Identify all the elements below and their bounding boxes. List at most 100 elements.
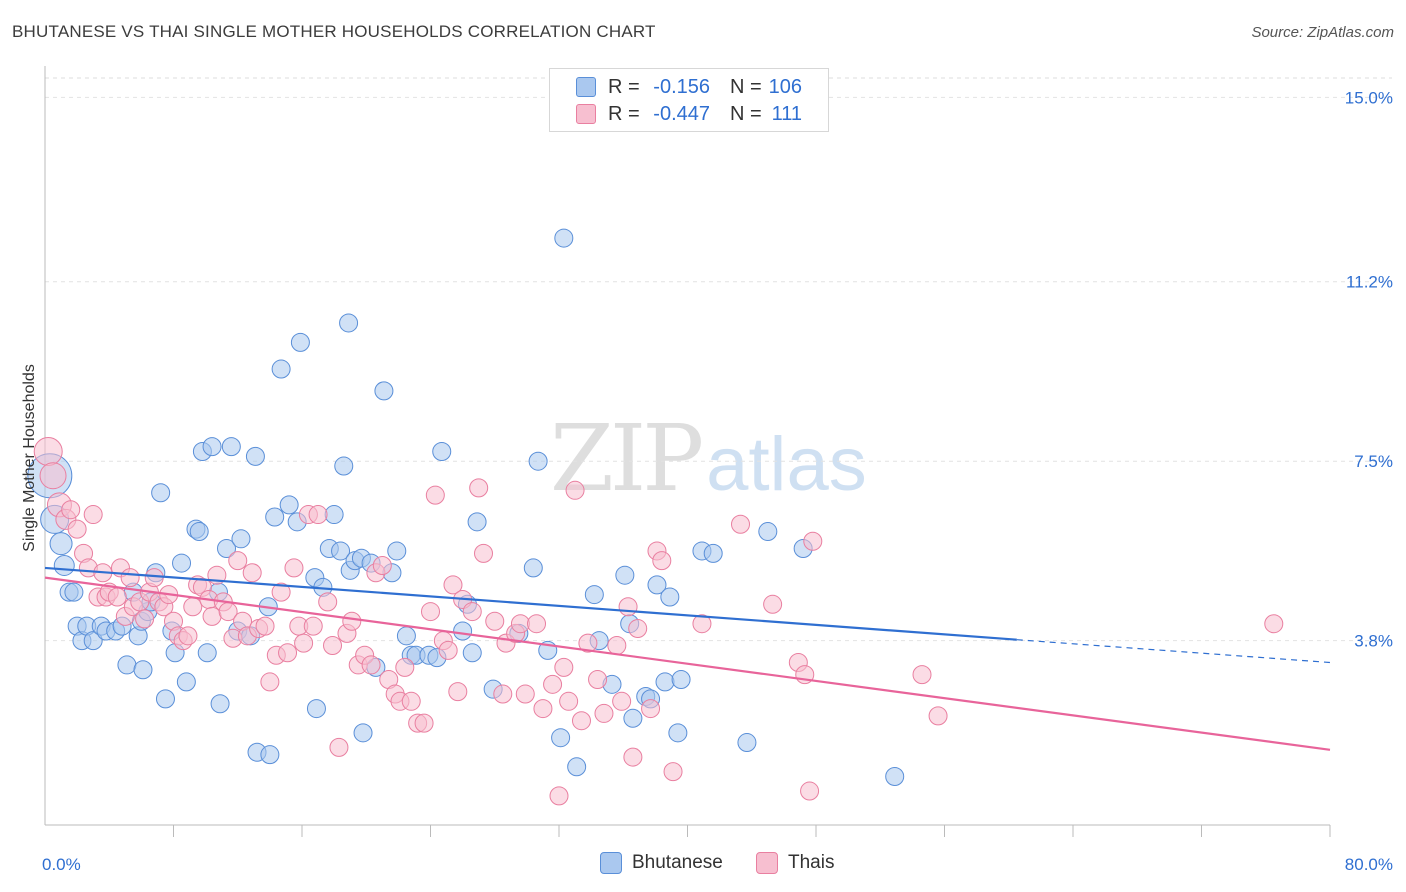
thais-point (543, 674, 563, 694)
thais-point (554, 657, 574, 677)
bhutanese-point (374, 381, 394, 401)
thais-point (178, 626, 198, 646)
n-value: 106 (768, 75, 802, 98)
bhutanese-point (467, 512, 487, 532)
thais-point (549, 786, 569, 806)
bhutanese-point (567, 757, 587, 777)
bhutanese-point (655, 672, 675, 692)
tick-labels: 3.8% 7.5% 11.2% 15.0% 0.0% 80.0% (42, 88, 1393, 874)
bhutanese-trend-line (44, 566, 1017, 641)
thais-point (414, 713, 434, 733)
r-label: R = (608, 102, 640, 125)
bhutanese-point (331, 541, 351, 561)
bhutanese-point (279, 495, 299, 515)
bhutanese-point (462, 643, 482, 663)
thais-point (559, 691, 579, 711)
bhutanese-point (210, 694, 230, 714)
legend-item-bhutanese[interactable]: Bhutanese (600, 852, 723, 874)
bhutanese-point (133, 660, 153, 680)
thais-point (588, 669, 608, 689)
bhutanese-point (647, 575, 667, 595)
thais-point (493, 684, 513, 704)
thais-point (565, 480, 585, 500)
thais-point (618, 597, 638, 617)
r-value: -0.447 (653, 102, 710, 125)
bhutanese-point (172, 553, 192, 573)
legend-label: Thais (788, 852, 835, 873)
thais-point (510, 614, 530, 634)
stats-row-bhutanese: R = -0.156 N = 106 (550, 75, 828, 99)
thais-point (260, 672, 280, 692)
thais-point (469, 478, 489, 498)
bhutanese-point (324, 505, 344, 525)
thais-point (485, 611, 505, 631)
thais-point (323, 636, 343, 656)
thais-point (663, 762, 683, 782)
thais-point (284, 558, 304, 578)
thais-point (202, 606, 222, 626)
bhutanese-point (885, 766, 905, 786)
thais-point (303, 616, 323, 636)
source-credit: Source: ZipAtlas.com (1251, 24, 1394, 41)
bhutanese-point (584, 585, 604, 605)
x-tick-label: 80.0% (1345, 855, 1393, 874)
thais-point (912, 665, 932, 685)
bhutanese-point (523, 558, 543, 578)
n-value: 111 (771, 102, 802, 125)
thais-point (800, 781, 820, 801)
thais-point (425, 485, 445, 505)
y-tick-label: 7.5% (1354, 452, 1393, 471)
thais-swatch (576, 104, 596, 124)
bhutanese-point (615, 565, 635, 585)
thais-point (448, 682, 468, 702)
thais-point (628, 619, 648, 639)
y-tick-label: 15.0% (1345, 88, 1393, 107)
legend-item-thais[interactable]: Thais (756, 852, 834, 874)
thais-point (144, 568, 164, 588)
bhutanese-point (353, 723, 373, 743)
bhutanese-point (265, 507, 285, 527)
bhutanese-point (189, 522, 209, 542)
bhutanese-point (306, 699, 326, 719)
thais-point (395, 657, 415, 677)
bhutanese-point (660, 587, 680, 607)
bhutanese-point (528, 451, 548, 471)
bhutanese-point (117, 655, 137, 675)
thais-point (731, 514, 751, 534)
bhutanese-point (155, 689, 175, 709)
bhutanese-point (396, 626, 416, 646)
chart-title: BHUTANESE VS THAI SINGLE MOTHER HOUSEHOL… (12, 22, 656, 41)
thais-point (329, 737, 349, 757)
bhutanese-trend-extension (1016, 639, 1331, 664)
bhutanese-point (339, 313, 359, 333)
stats-legend: R = -0.156 N = 106 R = -0.447 N = 111 (549, 68, 829, 132)
bhutanese-point (671, 669, 691, 689)
bhutanese-point (217, 539, 237, 559)
bhutanese-point (49, 532, 73, 556)
trend-lines (44, 566, 1331, 751)
thais-point (255, 616, 275, 636)
bhutanese-point (290, 332, 310, 352)
bhutanese-point (737, 733, 757, 753)
bhutanese-point (176, 672, 196, 692)
stats-row-thais: R = -0.447 N = 111 (550, 102, 828, 126)
bhutanese-point (554, 228, 574, 248)
bhutanese-point (271, 359, 291, 379)
thais-point (83, 505, 103, 525)
thais-point (533, 699, 553, 719)
n-label: N = (730, 75, 762, 98)
thais-point (318, 592, 338, 612)
thais-point (594, 703, 614, 723)
bhutanese-point (334, 456, 354, 476)
thais-point (228, 551, 248, 571)
thais-point (278, 643, 298, 663)
bhutanese-point (668, 723, 688, 743)
bhutanese-point (64, 582, 84, 602)
bhutanese-point (260, 745, 280, 765)
bhutanese-point (231, 529, 251, 549)
thais-trend-line (44, 576, 1331, 751)
thais-point (39, 462, 67, 490)
thais-point (135, 609, 155, 629)
bhutanese-point (202, 437, 222, 457)
thais-point (515, 684, 535, 704)
